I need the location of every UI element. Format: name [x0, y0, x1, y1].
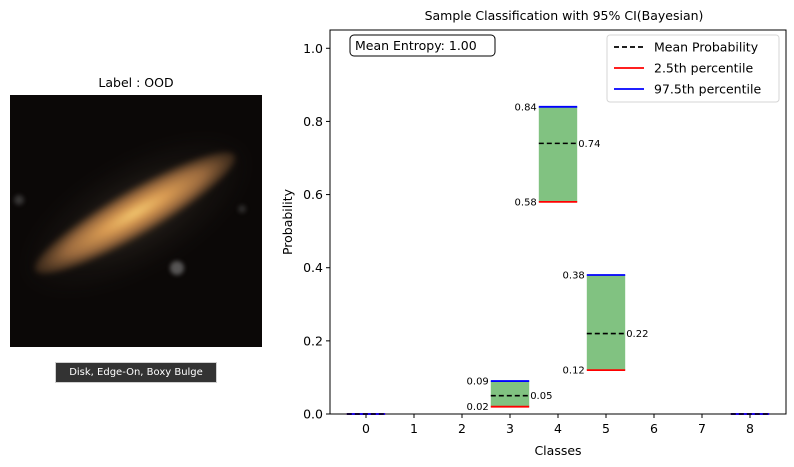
legend-entry: 97.5th percentile [654, 82, 761, 97]
x-axis-label: Classes [534, 443, 581, 458]
image-caption: Disk, Edge-On, Boxy Bulge [55, 362, 217, 383]
lower-label: 0.58 [515, 197, 537, 208]
image-title: Label : OOD [98, 75, 174, 90]
entropy-annotation-text: Mean Entropy: 1.00 [355, 38, 477, 53]
interval-bar [538, 106, 578, 202]
x-tick-label: 7 [698, 421, 706, 436]
interval-8 [730, 413, 770, 415]
y-tick-label: 0.4 [303, 260, 323, 275]
chart-title: Sample Classification with 95% CI(Bayesi… [425, 8, 704, 23]
intervals: 0.09 0.02 0.05 0.84 0.58 0.74 0.38 0.12 0.22 [346, 102, 770, 415]
upper-label: 0.09 [467, 377, 489, 388]
y-tick-label: 0.6 [303, 187, 323, 202]
legend-entry: 2.5th percentile [654, 61, 753, 76]
lower-label: 0.12 [563, 366, 585, 377]
image-panel: Label : OOD Disk, Edge-On, Boxy Bulge [0, 0, 270, 467]
lower-label: 0.02 [467, 402, 489, 413]
x-tick-label: 2 [458, 421, 466, 436]
legend-entry: Mean Probability [654, 40, 759, 55]
y-tick-label: 0.0 [303, 407, 323, 422]
interval-0 [346, 413, 386, 415]
interval-bar [490, 381, 530, 407]
interval-4: 0.84 0.58 0.74 [515, 102, 601, 208]
y-tick-label: 0.8 [303, 114, 323, 129]
mean-label: 0.74 [578, 139, 600, 150]
y-axis: 0.0 0.2 0.4 0.6 0.8 1.0 [303, 41, 330, 422]
mean-label: 0.05 [530, 391, 552, 402]
x-tick-label: 0 [362, 421, 370, 436]
x-tick-label: 1 [410, 421, 418, 436]
star [14, 195, 24, 205]
y-tick-label: 1.0 [303, 41, 323, 56]
upper-label: 0.38 [563, 271, 585, 282]
x-tick-label: 6 [650, 421, 658, 436]
mean-label: 0.22 [626, 329, 648, 340]
entropy-annotation: Mean Entropy: 1.00 [349, 34, 496, 57]
interval-bar [586, 275, 626, 371]
interval-3: 0.09 0.02 0.05 [467, 377, 553, 414]
x-tick-label: 5 [602, 421, 610, 436]
legend: Mean Probability 2.5th percentile 97.5th p… [606, 34, 780, 103]
interval-5: 0.38 0.12 0.22 [563, 271, 649, 377]
x-tick-label: 3 [506, 421, 514, 436]
x-tick-label: 4 [554, 421, 562, 436]
y-axis-label: Probability [280, 188, 295, 255]
x-axis: 0 1 2 3 4 5 6 7 8 [362, 414, 754, 436]
star [238, 205, 246, 213]
x-tick-label: 8 [746, 421, 754, 436]
star [170, 261, 184, 275]
y-tick-label: 0.2 [303, 333, 323, 348]
galaxy-image [10, 95, 262, 347]
upper-label: 0.84 [515, 102, 537, 113]
